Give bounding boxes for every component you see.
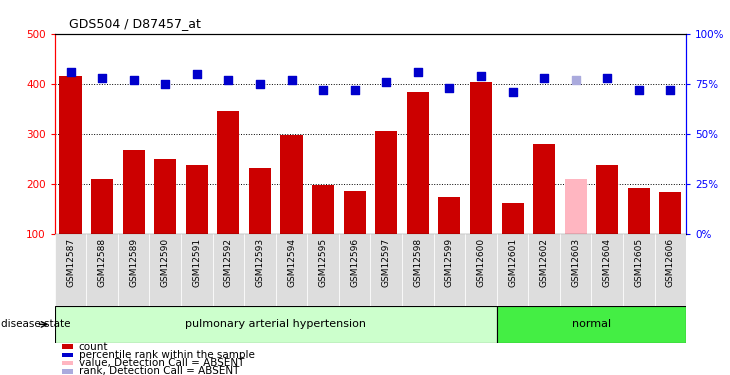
Bar (118, 234, 150, 306)
Bar (596, 165, 618, 234)
Point (412, 69, 423, 75)
Point (65, 69, 77, 75)
Bar (502, 203, 523, 234)
Bar (276, 234, 307, 306)
Bar (150, 234, 181, 306)
Bar (465, 234, 496, 306)
Bar (218, 111, 239, 234)
Bar (339, 234, 370, 306)
Bar (438, 197, 461, 234)
Bar (123, 150, 145, 234)
Point (96, 75, 108, 81)
Bar (591, 234, 623, 306)
Text: GSM12606: GSM12606 (666, 238, 675, 287)
Bar (181, 234, 212, 306)
Bar (280, 135, 303, 234)
Point (507, 89, 518, 95)
Bar (496, 306, 686, 343)
Text: count: count (79, 342, 108, 351)
Bar (185, 165, 208, 234)
Text: rank, Detection Call = ABSENT: rank, Detection Call = ABSENT (79, 366, 239, 375)
Text: GSM12604: GSM12604 (603, 238, 612, 287)
Text: GSM12597: GSM12597 (382, 238, 391, 287)
Text: GSM12590: GSM12590 (161, 238, 170, 287)
Text: disease state: disease state (1, 320, 70, 329)
Point (380, 79, 392, 85)
Point (475, 73, 487, 79)
Bar (91, 179, 113, 234)
Bar (496, 234, 529, 306)
Text: GDS504 / D87457_at: GDS504 / D87457_at (69, 17, 201, 30)
Bar (212, 234, 244, 306)
Text: GSM12592: GSM12592 (224, 238, 233, 287)
Text: GSM12598: GSM12598 (413, 238, 423, 287)
Text: GSM12602: GSM12602 (539, 238, 549, 287)
Point (664, 87, 676, 93)
Bar (375, 130, 397, 234)
Point (349, 87, 361, 93)
Bar (623, 234, 655, 306)
Text: value, Detection Call = ABSENT: value, Detection Call = ABSENT (79, 358, 245, 368)
Bar (564, 179, 587, 234)
Text: GSM12601: GSM12601 (508, 238, 517, 287)
Point (538, 75, 550, 81)
Bar (55, 306, 496, 343)
Bar (312, 185, 334, 234)
Bar (370, 234, 402, 306)
Text: GSM12599: GSM12599 (445, 238, 454, 287)
Bar (560, 234, 591, 306)
Text: GSM12603: GSM12603 (571, 238, 580, 287)
Text: normal: normal (572, 320, 611, 329)
Bar (402, 234, 434, 306)
Bar (244, 234, 276, 306)
Point (159, 81, 171, 87)
Bar (55, 234, 86, 306)
Bar (655, 234, 686, 306)
Point (444, 85, 456, 91)
Text: GSM12596: GSM12596 (350, 238, 359, 287)
Point (318, 87, 329, 93)
Text: GSM12588: GSM12588 (98, 238, 107, 287)
Text: GSM12589: GSM12589 (129, 238, 138, 287)
Bar (529, 234, 560, 306)
Text: GSM12591: GSM12591 (192, 238, 201, 287)
Bar (86, 234, 118, 306)
Bar (659, 192, 682, 234)
Text: GSM12593: GSM12593 (255, 238, 264, 287)
Bar (407, 92, 429, 234)
Bar (154, 159, 177, 234)
Bar (59, 76, 82, 234)
Point (633, 87, 645, 93)
Point (285, 77, 297, 83)
Text: GSM12587: GSM12587 (66, 238, 75, 287)
Point (223, 77, 234, 83)
Bar (434, 234, 465, 306)
Bar (533, 144, 556, 234)
Text: GSM12600: GSM12600 (477, 238, 485, 287)
Bar (470, 82, 492, 234)
Point (570, 77, 582, 83)
Text: GSM12594: GSM12594 (287, 238, 296, 287)
Point (602, 75, 613, 81)
Bar (249, 168, 271, 234)
Point (254, 81, 266, 87)
Text: percentile rank within the sample: percentile rank within the sample (79, 350, 255, 360)
Bar (307, 234, 339, 306)
Point (191, 71, 203, 77)
Bar (628, 188, 650, 234)
Point (128, 77, 139, 83)
Text: GSM12605: GSM12605 (634, 238, 643, 287)
Text: pulmonary arterial hypertension: pulmonary arterial hypertension (185, 320, 366, 329)
Text: GSM12595: GSM12595 (318, 238, 328, 287)
Bar (344, 191, 366, 234)
